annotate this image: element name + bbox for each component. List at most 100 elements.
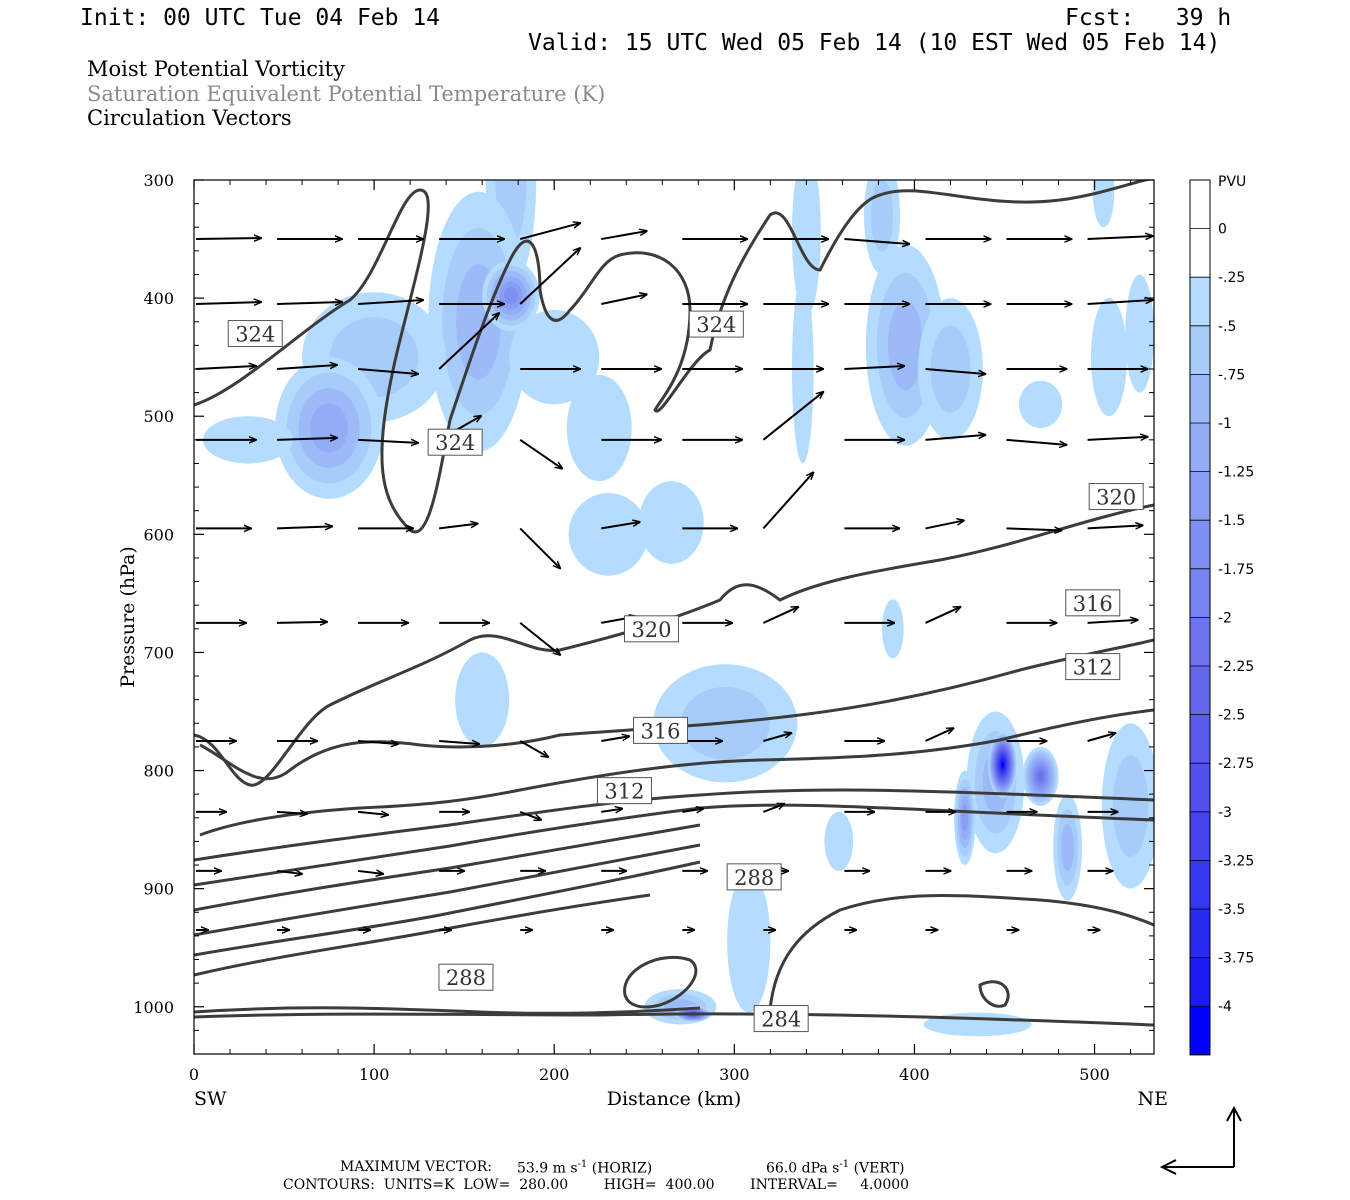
circulation-vector bbox=[358, 741, 398, 744]
right-end-label: NE bbox=[1138, 1088, 1169, 1110]
colorbar-label: -1.25 bbox=[1218, 465, 1254, 481]
contour-label-box bbox=[227, 320, 283, 348]
colorbar-label: -4 bbox=[1218, 999, 1232, 1015]
colorbar-label: -2.75 bbox=[1218, 756, 1254, 772]
x-axis-label: Distance (km) bbox=[607, 1088, 742, 1110]
colorbar-swatch bbox=[1190, 471, 1210, 521]
contour-label: 324 bbox=[435, 431, 475, 455]
colorbar-label: -1.5 bbox=[1218, 513, 1245, 529]
mpv-blob bbox=[727, 870, 771, 1013]
circulation-vector bbox=[601, 522, 640, 530]
contour-label-box bbox=[596, 777, 652, 805]
mpv-blob bbox=[1112, 755, 1149, 857]
circulation-vector bbox=[438, 313, 499, 370]
contour-label: 316 bbox=[1073, 592, 1113, 616]
contour-label: 316 bbox=[640, 719, 680, 743]
contour-label: 312 bbox=[604, 780, 644, 804]
colorbar-swatch bbox=[1190, 277, 1210, 327]
circulation-vector bbox=[1087, 525, 1143, 528]
colorbar-units: PVU bbox=[1218, 174, 1246, 190]
mpv-blob bbox=[1001, 761, 1005, 768]
x-tick-label: 300 bbox=[719, 1065, 750, 1084]
circulation-vector bbox=[601, 231, 647, 241]
circulation-vector bbox=[844, 366, 904, 369]
mpv-blob bbox=[870, 180, 894, 252]
colorbar-label: -3 bbox=[1218, 805, 1232, 821]
circulation-vector bbox=[925, 367, 985, 374]
circulation-vector bbox=[277, 302, 342, 304]
colorbar: PVU 0 -.25 -.5 -.75 -1 -1.25 -1.5 -1.75 -2 -2.25 -2… bbox=[1189, 174, 1254, 1056]
colorbar-swatch bbox=[1190, 909, 1210, 959]
contour-label-box bbox=[726, 863, 782, 891]
init-time: Init: 00 UTC Tue 04 Feb 14 bbox=[80, 5, 441, 31]
mpv-blob bbox=[455, 652, 510, 747]
x-tick-label: 0 bbox=[189, 1065, 199, 1084]
circulation-vector bbox=[358, 812, 388, 815]
contour-info: CONTOURS: UNITS=K LOW= 280.00 HIGH= 400.… bbox=[283, 1177, 910, 1193]
field-title-vectors: Circulation Vectors bbox=[87, 106, 292, 130]
contour-labels: 324 324 324 320 320 316 316 312 312 288 288 284 bbox=[227, 310, 1144, 1033]
mpv-blob bbox=[509, 309, 600, 405]
theta-es-contour-line bbox=[194, 823, 701, 912]
mpv-blob bbox=[1018, 380, 1063, 429]
mpv-blob bbox=[961, 804, 968, 832]
circulation-vector bbox=[195, 366, 256, 369]
colorbar-swatch bbox=[1190, 1006, 1210, 1056]
contour-label: 312 bbox=[1073, 656, 1113, 680]
axes: 0 100 200 300 400 500 300 400 500 600 700 800 900 100… bbox=[133, 171, 1154, 1084]
colorbar-swatch bbox=[1190, 228, 1210, 278]
theta-es-contours bbox=[194, 180, 1154, 1027]
contour-label-box bbox=[1088, 483, 1144, 511]
colorbar-label: -3.75 bbox=[1218, 951, 1254, 967]
colorbar-label: -.25 bbox=[1218, 270, 1245, 286]
circulation-vector bbox=[1006, 528, 1062, 530]
x-tick-label: 500 bbox=[1079, 1065, 1110, 1084]
colorbar-label: -2.25 bbox=[1218, 659, 1254, 675]
theta-es-contour-line bbox=[194, 503, 1154, 787]
circulation-vector bbox=[682, 809, 703, 812]
y-axis-label: Pressure (hPa) bbox=[117, 546, 139, 688]
circulation-vector bbox=[1087, 620, 1138, 623]
max-vector-vert: 66.0 dPa s-1 (VERT) bbox=[766, 1159, 905, 1177]
circulation-vector bbox=[925, 607, 960, 624]
colorbar-label: -1.75 bbox=[1218, 562, 1254, 578]
theta-es-contour-line bbox=[199, 708, 1154, 837]
colorbar-swatch bbox=[1190, 180, 1210, 230]
circulation-vector bbox=[276, 365, 337, 370]
theta-es-contour-line bbox=[623, 955, 698, 1009]
mpv-blob bbox=[504, 287, 518, 305]
reference-vector bbox=[1159, 1105, 1242, 1175]
colorbar-label: -3.25 bbox=[1218, 853, 1254, 869]
colorbar-swatch bbox=[1190, 860, 1210, 910]
circulation-vector bbox=[195, 238, 261, 239]
max-vector-horiz: 53.9 m s-1 (HORIZ) bbox=[517, 1159, 653, 1177]
circulation-vector bbox=[1087, 437, 1148, 440]
circulation-vector bbox=[1087, 300, 1153, 306]
circulation-vector bbox=[925, 520, 964, 530]
circulation-vector bbox=[601, 736, 629, 742]
mpv-blob bbox=[568, 492, 648, 576]
circulation-vector bbox=[762, 472, 813, 530]
mpv-blob bbox=[882, 599, 904, 659]
colorbar-swatch bbox=[1190, 714, 1210, 764]
circulation-vector bbox=[601, 294, 647, 305]
x-tick-label: 400 bbox=[899, 1065, 930, 1084]
circulation-vector bbox=[358, 440, 418, 443]
left-end-label: SW bbox=[194, 1088, 227, 1110]
contour-label-box bbox=[623, 615, 679, 643]
circulation-vector bbox=[439, 524, 478, 530]
mpv-blob bbox=[1125, 274, 1154, 393]
mpv-blob bbox=[566, 374, 632, 482]
contour-label-box bbox=[632, 716, 688, 744]
valid-time: Valid: 15 UTC Wed 05 Feb 14 (10 EST Wed … bbox=[528, 30, 1221, 56]
circulation-vector bbox=[519, 810, 541, 820]
theta-es-contour-line bbox=[768, 894, 1154, 1011]
field-title-mpv: Moist Potential Vorticity bbox=[87, 57, 345, 81]
x-tick-label: 100 bbox=[359, 1065, 390, 1084]
contour-label: 288 bbox=[734, 866, 774, 890]
circulation-vector bbox=[277, 526, 332, 528]
contour-label-box bbox=[753, 1005, 809, 1033]
colorbar-swatch bbox=[1190, 423, 1210, 473]
mpv-blob bbox=[1061, 823, 1074, 871]
